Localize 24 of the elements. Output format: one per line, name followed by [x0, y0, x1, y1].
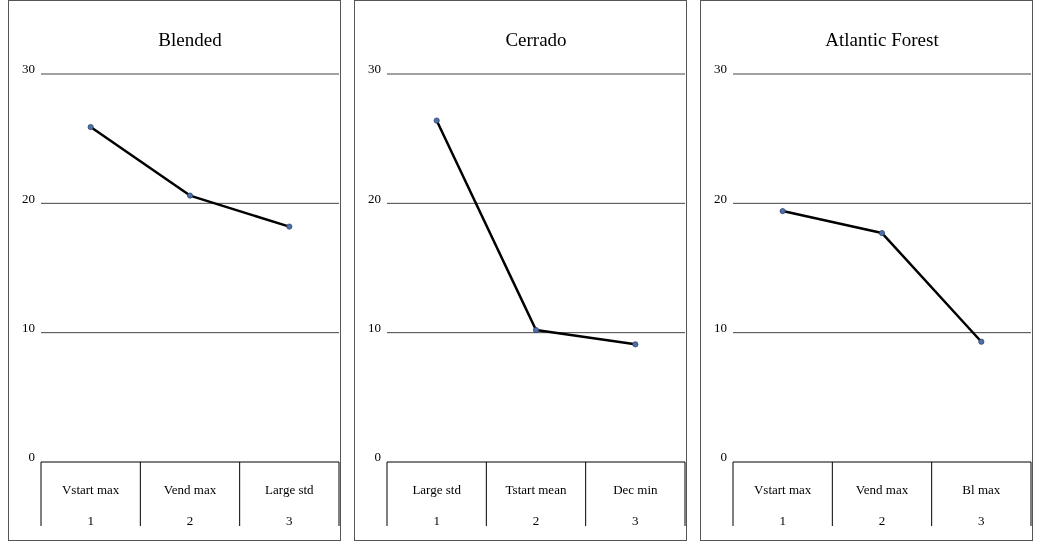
y-tick-label: 30	[368, 61, 381, 77]
y-tick-label: 20	[368, 190, 381, 206]
y-tick-label: 30	[714, 61, 727, 77]
y-tick-label: 10	[22, 319, 35, 335]
y-tick-label: 10	[714, 319, 727, 335]
y-tick-label: 0	[374, 449, 381, 465]
y-tick-label: 0	[720, 449, 727, 465]
category-label: Vstart max 1	[61, 482, 120, 528]
category-label: Large std 1	[412, 482, 461, 528]
chart-title: Blended	[158, 29, 223, 50]
chart-title: Atlantic Forest	[825, 29, 940, 50]
category-label: Bl max 3	[962, 482, 1001, 528]
category-label: Vstart max 1	[753, 482, 812, 528]
category-label: Vend max 2	[163, 482, 217, 528]
y-tick-label: 20	[22, 190, 35, 206]
category-label: Vend max 2	[855, 482, 909, 528]
y-tick-label: 10	[368, 319, 381, 335]
chart-title: Cerrado	[505, 29, 567, 50]
y-tick-label: 0	[28, 449, 35, 465]
category-label: Dec min 3	[613, 482, 658, 528]
category-label: Large std 3	[265, 482, 314, 528]
y-tick-label: 20	[714, 190, 727, 206]
category-label: Tstart mean 2	[505, 482, 567, 528]
y-tick-label: 30	[22, 61, 35, 77]
